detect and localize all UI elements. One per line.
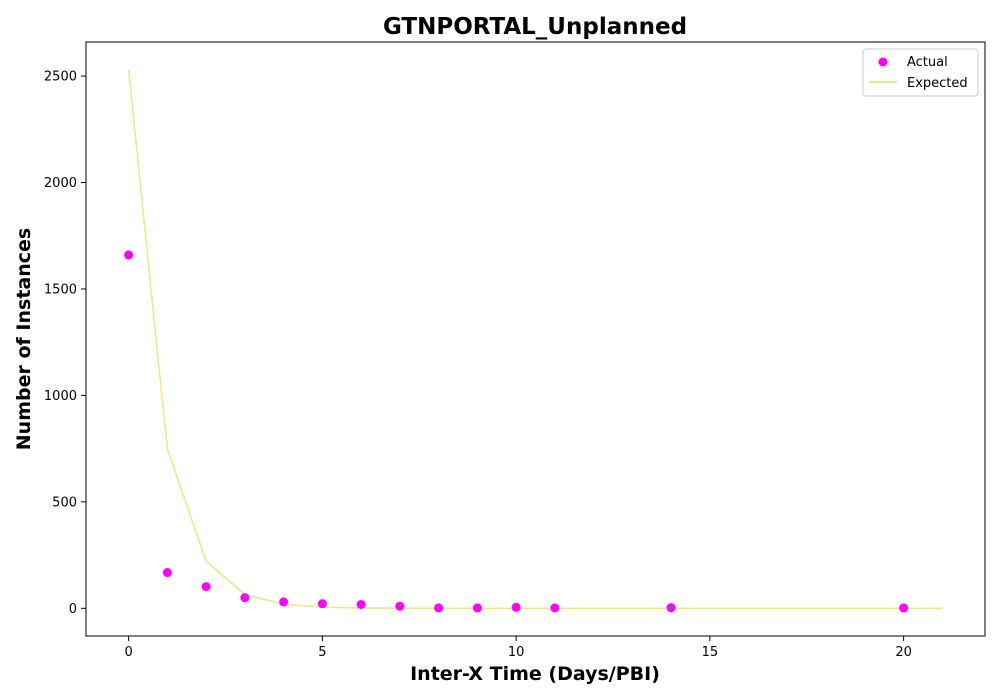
actual-point: [124, 250, 134, 260]
actual-point: [395, 601, 405, 611]
legend: Actual Expected: [862, 48, 979, 97]
y-tick-label: 500: [52, 495, 77, 510]
actual-point: [899, 603, 909, 613]
x-tick-label: 0: [124, 645, 132, 660]
x-tick-label: 15: [702, 645, 719, 660]
actual-point: [472, 603, 482, 613]
actual-point: [317, 599, 327, 609]
y-axis-label: Number of Instances: [13, 228, 35, 450]
expected-line: [127, 69, 943, 610]
legend-actual-marker: [878, 57, 888, 67]
actual-point: [666, 603, 676, 613]
legend-actual-label: Actual: [907, 55, 948, 70]
y-tick-label: 1000: [44, 389, 77, 404]
legend-box: [862, 48, 979, 97]
legend-expected-label: Expected: [907, 76, 968, 91]
x-tick-label: 10: [508, 645, 525, 660]
actual-point: [434, 603, 444, 613]
y-tick-label: 1500: [44, 282, 77, 297]
actual-point: [356, 599, 366, 609]
actual-point: [201, 582, 211, 592]
y-axis: 0 500 1000 1500 2000 2500: [44, 70, 86, 617]
actual-point: [511, 602, 521, 612]
actual-point: [162, 568, 172, 578]
chart-title: GTNPORTAL_Unplanned: [383, 14, 687, 40]
y-tick-label: 0: [69, 602, 77, 617]
plot-area: [85, 41, 986, 637]
plot-content: [124, 69, 943, 613]
x-axis: 0 5 10 15 20: [124, 636, 912, 660]
actual-point: [279, 597, 289, 607]
y-tick-label: 2000: [44, 176, 77, 191]
x-axis-label: Inter-X Time (Days/PBI): [410, 663, 660, 685]
actual-point: [240, 593, 250, 603]
y-tick-label: 2500: [44, 70, 77, 85]
actual-point: [550, 603, 560, 613]
x-tick-label: 5: [318, 645, 326, 660]
x-tick-label: 20: [895, 645, 912, 660]
